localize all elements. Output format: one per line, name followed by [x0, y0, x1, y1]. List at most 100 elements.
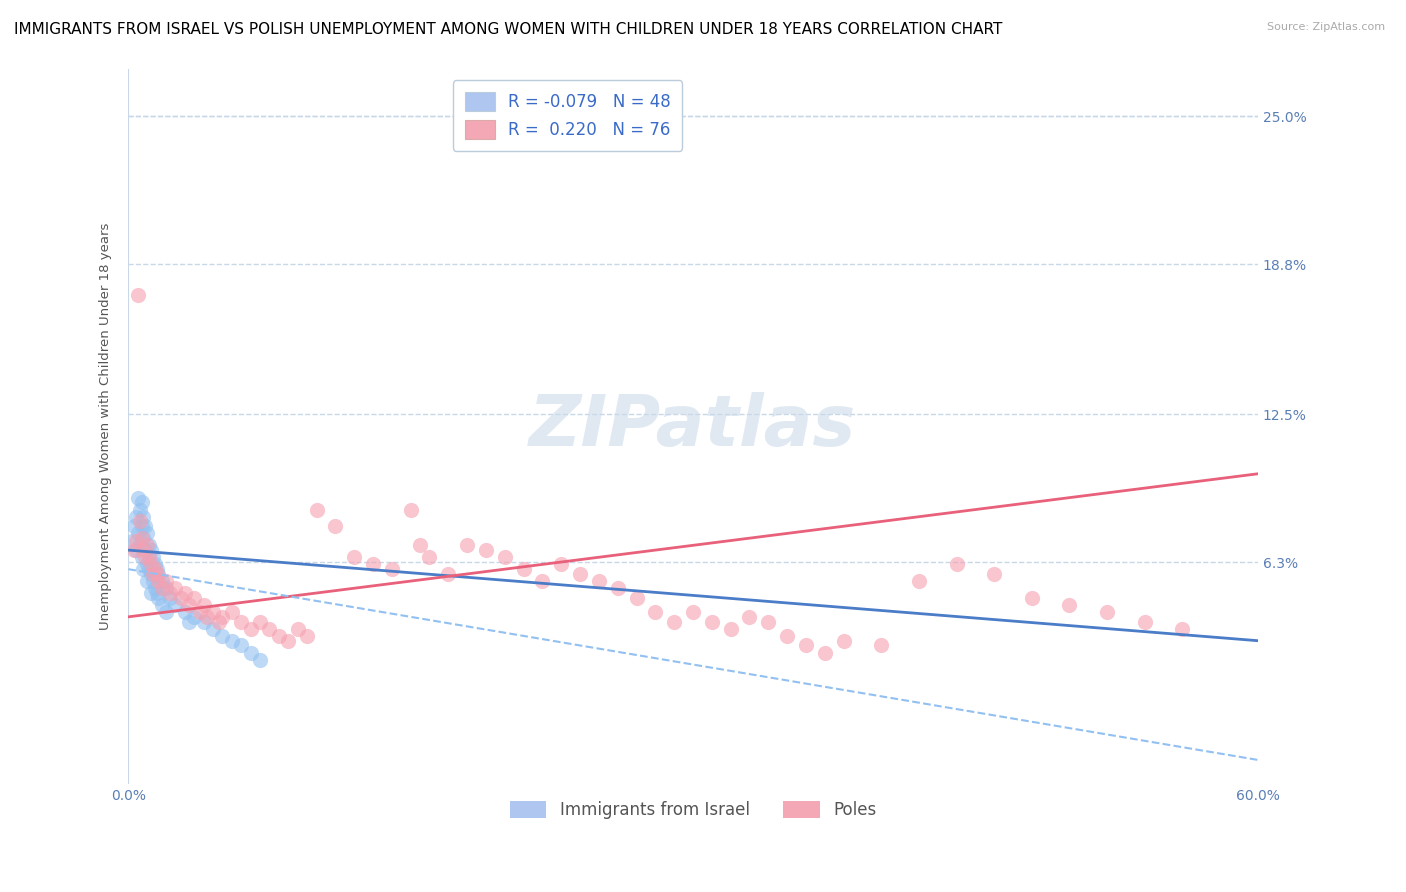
- Point: [188, 605, 211, 619]
- Point: [139, 558, 162, 572]
- Point: [139, 566, 162, 581]
- Point: [221, 633, 243, 648]
- Point: [259, 622, 281, 636]
- Point: [134, 543, 156, 558]
- Point: [139, 586, 162, 600]
- Point: [142, 574, 165, 588]
- Point: [720, 622, 742, 636]
- Point: [208, 615, 231, 629]
- Point: [148, 591, 170, 605]
- Point: [1021, 591, 1043, 605]
- Point: [343, 550, 366, 565]
- Point: [170, 591, 193, 605]
- Point: [139, 543, 162, 558]
- Point: [983, 566, 1005, 581]
- Point: [475, 543, 498, 558]
- Point: [381, 562, 404, 576]
- Point: [131, 495, 153, 509]
- Point: [1059, 598, 1081, 612]
- Point: [211, 629, 233, 643]
- Point: [122, 519, 145, 533]
- Point: [165, 581, 187, 595]
- Point: [249, 653, 271, 667]
- Point: [662, 615, 685, 629]
- Point: [211, 610, 233, 624]
- Point: [132, 531, 155, 545]
- Point: [399, 502, 422, 516]
- Point: [606, 581, 628, 595]
- Point: [195, 610, 218, 624]
- Point: [644, 605, 666, 619]
- Point: [138, 550, 160, 565]
- Point: [138, 562, 160, 576]
- Point: [155, 574, 177, 588]
- Point: [155, 581, 177, 595]
- Point: [138, 538, 160, 552]
- Point: [127, 288, 149, 302]
- Point: [305, 502, 328, 516]
- Point: [132, 562, 155, 576]
- Point: [361, 558, 384, 572]
- Point: [1171, 622, 1194, 636]
- Point: [159, 586, 181, 600]
- Point: [150, 581, 173, 595]
- Point: [125, 533, 148, 548]
- Point: [132, 509, 155, 524]
- Point: [136, 574, 159, 588]
- Point: [239, 622, 262, 636]
- Point: [132, 543, 155, 558]
- Point: [295, 629, 318, 643]
- Point: [418, 550, 440, 565]
- Point: [143, 558, 166, 572]
- Point: [143, 581, 166, 595]
- Point: [287, 622, 309, 636]
- Point: [131, 519, 153, 533]
- Point: [165, 598, 187, 612]
- Point: [155, 605, 177, 619]
- Text: Source: ZipAtlas.com: Source: ZipAtlas.com: [1267, 22, 1385, 32]
- Point: [125, 509, 148, 524]
- Point: [183, 591, 205, 605]
- Point: [267, 629, 290, 643]
- Point: [870, 639, 893, 653]
- Point: [128, 515, 150, 529]
- Point: [231, 639, 253, 653]
- Point: [134, 550, 156, 565]
- Text: IMMIGRANTS FROM ISRAEL VS POLISH UNEMPLOYMENT AMONG WOMEN WITH CHILDREN UNDER 18: IMMIGRANTS FROM ISRAEL VS POLISH UNEMPLO…: [14, 22, 1002, 37]
- Point: [148, 574, 170, 588]
- Point: [136, 558, 159, 572]
- Point: [738, 610, 761, 624]
- Point: [700, 615, 723, 629]
- Point: [150, 598, 173, 612]
- Point: [626, 591, 648, 605]
- Point: [177, 615, 200, 629]
- Point: [173, 605, 195, 619]
- Point: [231, 615, 253, 629]
- Point: [437, 566, 460, 581]
- Point: [193, 598, 215, 612]
- Point: [409, 538, 432, 552]
- Point: [531, 574, 554, 588]
- Point: [682, 605, 704, 619]
- Point: [776, 629, 799, 643]
- Point: [494, 550, 516, 565]
- Point: [183, 610, 205, 624]
- Point: [131, 550, 153, 565]
- Point: [756, 615, 779, 629]
- Point: [173, 586, 195, 600]
- Point: [550, 558, 572, 572]
- Point: [136, 526, 159, 541]
- Point: [159, 591, 181, 605]
- Point: [121, 533, 143, 548]
- Point: [512, 562, 534, 576]
- Point: [794, 639, 817, 653]
- Point: [945, 558, 967, 572]
- Point: [128, 502, 150, 516]
- Point: [150, 574, 173, 588]
- Point: [127, 526, 149, 541]
- Y-axis label: Unemployment Among Women with Children Under 18 years: Unemployment Among Women with Children U…: [100, 222, 112, 630]
- Point: [136, 538, 159, 552]
- Legend: Immigrants from Israel, Poles: Immigrants from Israel, Poles: [503, 794, 883, 825]
- Point: [145, 566, 167, 581]
- Point: [193, 615, 215, 629]
